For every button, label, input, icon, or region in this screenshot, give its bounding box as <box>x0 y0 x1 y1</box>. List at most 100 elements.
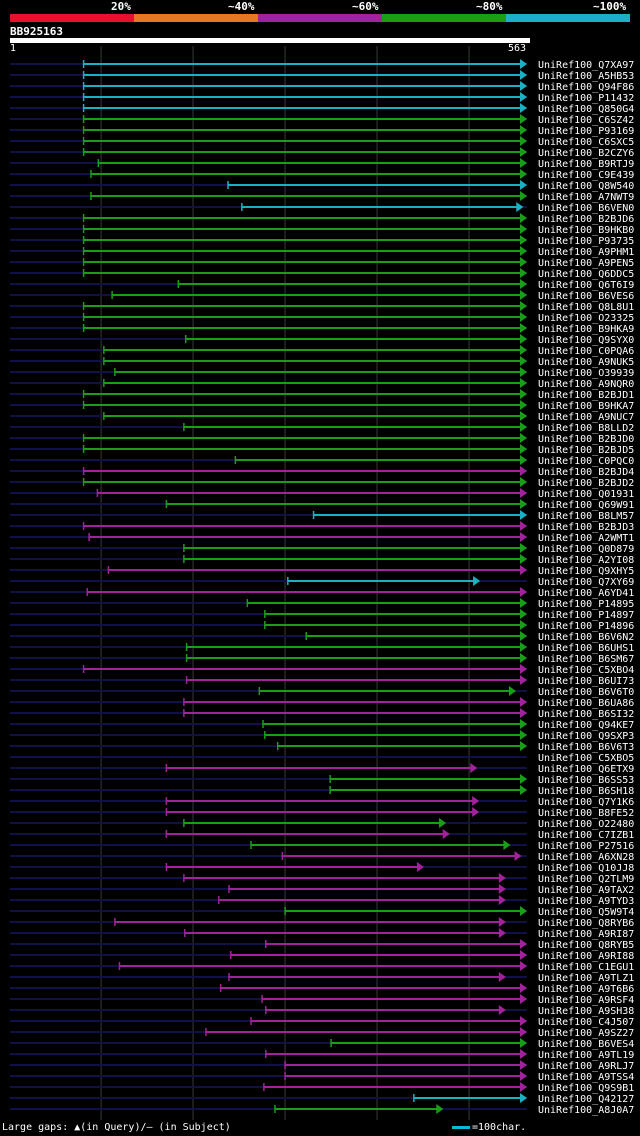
hit-label[interactable]: UniRef100_P11432 <box>538 93 634 104</box>
hit-label[interactable]: UniRef100_P14895 <box>538 599 634 610</box>
hit-label[interactable]: UniRef100_Q8W540 <box>538 181 634 192</box>
hit-label[interactable]: UniRef100_B6VES6 <box>538 291 634 302</box>
hit-label[interactable]: UniRef100_A9RI88 <box>538 951 634 962</box>
hit-label[interactable]: UniRef100_C6SZ42 <box>538 115 634 126</box>
hit-label[interactable]: UniRef100_B6SM67 <box>538 654 634 665</box>
hit-label[interactable]: UniRef100_Q0D879 <box>538 544 634 555</box>
alignment-end-arrow-icon <box>520 400 527 410</box>
hit-label[interactable]: UniRef100_Q7XY69 <box>538 577 634 588</box>
hit-label[interactable]: UniRef100_B6V6T3 <box>538 742 634 753</box>
hit-label[interactable]: UniRef100_A9SZ27 <box>538 1028 634 1039</box>
hit-label[interactable]: UniRef100_A9RI87 <box>538 929 634 940</box>
hit-label[interactable]: UniRef100_B2BJD0 <box>538 434 634 445</box>
hit-label[interactable]: UniRef100_A2WMT1 <box>538 533 634 544</box>
hit-label[interactable]: UniRef100_Q9SYX0 <box>538 335 634 346</box>
hit-label[interactable]: UniRef100_P14896 <box>538 621 634 632</box>
hit-label[interactable]: UniRef100_B8LM57 <box>538 511 634 522</box>
hit-label[interactable]: UniRef100_B6UHS1 <box>538 643 634 654</box>
hit-label[interactable]: UniRef100_O23325 <box>538 313 634 324</box>
hit-label[interactable]: UniRef100_A9TL19 <box>538 1050 634 1061</box>
hit-label[interactable]: UniRef100_A9SH38 <box>538 1006 634 1017</box>
hit-label[interactable]: UniRef100_B6UI73 <box>538 676 634 687</box>
hit-label[interactable]: UniRef100_B6SH18 <box>538 786 634 797</box>
hit-label[interactable]: UniRef100_C6SXC5 <box>538 137 634 148</box>
hit-label[interactable]: UniRef100_A8J0A7 <box>538 1105 634 1116</box>
hit-label[interactable]: UniRef100_B2BJD4 <box>538 467 634 478</box>
hit-label[interactable]: UniRef100_P14897 <box>538 610 634 621</box>
hit-label[interactable]: UniRef100_B6SS53 <box>538 775 634 786</box>
alignment-end-arrow-icon <box>516 202 524 212</box>
hit-label[interactable]: UniRef100_Q9S9B1 <box>538 1083 634 1094</box>
hit-label[interactable]: UniRef100_P93169 <box>538 126 634 137</box>
hit-label[interactable]: UniRef100_A9TAX2 <box>538 885 634 896</box>
hit-label[interactable]: UniRef100_B6SI32 <box>538 709 634 720</box>
hit-label[interactable]: UniRef100_P27516 <box>538 841 634 852</box>
hit-label[interactable]: UniRef100_A9T6B6 <box>538 984 634 995</box>
hit-label[interactable]: UniRef100_A6YD41 <box>538 588 634 599</box>
hit-label[interactable]: UniRef100_Q7Y1K6 <box>538 797 634 808</box>
hit-label[interactable]: UniRef100_A9NUK5 <box>538 357 634 368</box>
hit-label[interactable]: UniRef100_B6UA86 <box>538 698 634 709</box>
hit-label[interactable]: UniRef100_Q5W9T4 <box>538 907 634 918</box>
hit-label[interactable]: UniRef100_A9PEN5 <box>538 258 634 269</box>
hit-label[interactable]: UniRef100_O22480 <box>538 819 634 830</box>
hit-label[interactable]: UniRef100_Q69W91 <box>538 500 634 511</box>
hit-label[interactable]: UniRef100_B9RTJ9 <box>538 159 634 170</box>
hit-label[interactable]: UniRef100_B8FE52 <box>538 808 634 819</box>
scale-label: ~100% <box>593 0 627 13</box>
hit-label[interactable]: UniRef100_Q6DDC5 <box>538 269 634 280</box>
hit-label[interactable]: UniRef100_A5HB53 <box>538 71 634 82</box>
hit-label[interactable]: UniRef100_B9HKB0 <box>538 225 634 236</box>
hit-label[interactable]: UniRef100_A9RSF4 <box>538 995 634 1006</box>
hit-label[interactable]: UniRef100_B2BJD5 <box>538 445 634 456</box>
hit-label[interactable]: UniRef100_A9TSS4 <box>538 1072 634 1083</box>
hit-label[interactable]: UniRef100_B2BJD3 <box>538 522 634 533</box>
hit-label[interactable]: UniRef100_A2YI08 <box>538 555 634 566</box>
hit-label[interactable]: UniRef100_A9PHM1 <box>538 247 634 258</box>
hit-label[interactable]: UniRef100_A6XN28 <box>538 852 634 863</box>
hit-label[interactable]: UniRef100_C4J507 <box>538 1017 634 1028</box>
hit-label[interactable]: UniRef100_O39939 <box>538 368 634 379</box>
hit-label[interactable]: UniRef100_Q6T6I9 <box>538 280 634 291</box>
hit-label[interactable]: UniRef100_B6VEN0 <box>538 203 634 214</box>
hit-label[interactable]: UniRef100_C5XBO5 <box>538 753 634 764</box>
hit-label[interactable]: UniRef100_Q94KE7 <box>538 720 634 731</box>
hit-label[interactable]: UniRef100_Q2TLM9 <box>538 874 634 885</box>
hit-label[interactable]: UniRef100_Q6ETX9 <box>538 764 634 775</box>
hit-label[interactable]: UniRef100_B9HKA9 <box>538 324 634 335</box>
hit-label[interactable]: UniRef100_B6VES4 <box>538 1039 634 1050</box>
hit-label[interactable]: UniRef100_C0PQC0 <box>538 456 634 467</box>
hit-label[interactable]: UniRef100_Q7XA97 <box>538 60 634 71</box>
hit-label[interactable]: UniRef100_Q8RYB6 <box>538 918 634 929</box>
hit-label[interactable]: UniRef100_A9NQR0 <box>538 379 634 390</box>
hit-label[interactable]: UniRef100_Q01931 <box>538 489 634 500</box>
hit-label[interactable]: UniRef100_Q8L8U1 <box>538 302 634 313</box>
hit-label[interactable]: UniRef100_B8LLD2 <box>538 423 634 434</box>
hit-label[interactable]: UniRef100_C0PQA6 <box>538 346 634 357</box>
hit-label[interactable]: UniRef100_Q94F86 <box>538 82 634 93</box>
hit-label[interactable]: UniRef100_C9E439 <box>538 170 634 181</box>
hit-label[interactable]: UniRef100_A7NWT9 <box>538 192 634 203</box>
hit-label[interactable]: UniRef100_A9NUC7 <box>538 412 634 423</box>
hit-label[interactable]: UniRef100_B9HKA7 <box>538 401 634 412</box>
hit-label[interactable]: UniRef100_P93735 <box>538 236 634 247</box>
hit-label[interactable]: UniRef100_Q8RYB5 <box>538 940 634 951</box>
hit-label[interactable]: UniRef100_B2BJD6 <box>538 214 634 225</box>
hit-label[interactable]: UniRef100_Q42127 <box>538 1094 634 1105</box>
hit-label[interactable]: UniRef100_A9TYD3 <box>538 896 634 907</box>
hit-label[interactable]: UniRef100_A9TLZ1 <box>538 973 634 984</box>
hit-label[interactable]: UniRef100_Q9XHY5 <box>538 566 634 577</box>
hit-label[interactable]: UniRef100_B6V6T0 <box>538 687 634 698</box>
hit-label[interactable]: UniRef100_C5XBO4 <box>538 665 634 676</box>
hit-label[interactable]: UniRef100_B6V6N2 <box>538 632 634 643</box>
hit-label[interactable]: UniRef100_Q9SXP3 <box>538 731 634 742</box>
hit-label[interactable]: UniRef100_A9RLJ7 <box>538 1061 634 1072</box>
alignment-end-arrow-icon <box>520 1082 527 1092</box>
hit-label[interactable]: UniRef100_C7IZB1 <box>538 830 634 841</box>
hit-label[interactable]: UniRef100_Q850G4 <box>538 104 634 115</box>
hit-label[interactable]: UniRef100_C1EGU1 <box>538 962 634 973</box>
hit-label[interactable]: UniRef100_B2CZY6 <box>538 148 634 159</box>
hit-label[interactable]: UniRef100_B2BJD1 <box>538 390 634 401</box>
hit-label[interactable]: UniRef100_B2BJD2 <box>538 478 634 489</box>
hit-label[interactable]: UniRef100_Q10JJ8 <box>538 863 634 874</box>
